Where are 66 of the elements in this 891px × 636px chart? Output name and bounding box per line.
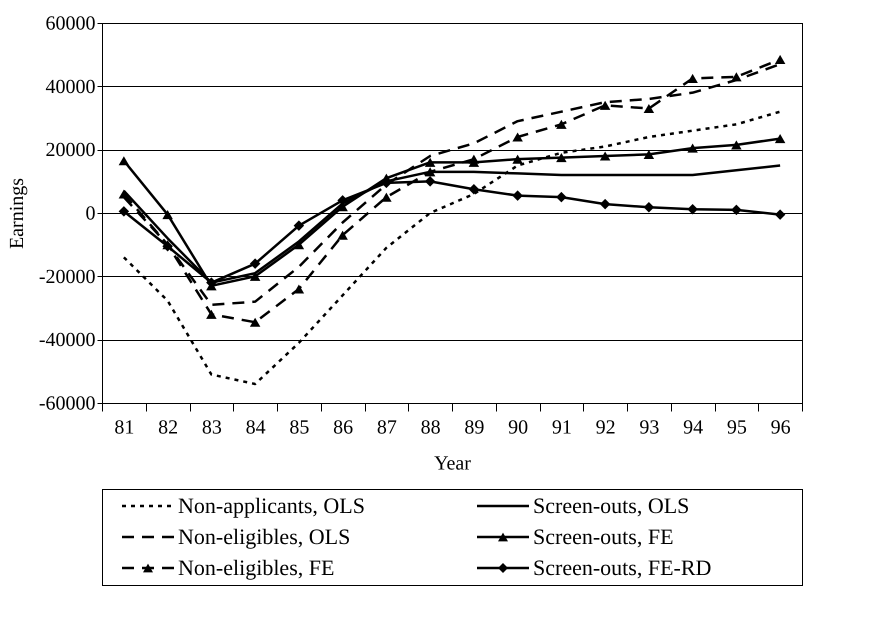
x-tick-label: 86 bbox=[333, 416, 354, 438]
x-tick-label: 89 bbox=[464, 416, 484, 438]
legend-label: Non-applicants, OLS bbox=[178, 493, 365, 518]
legend-label: Non-eligibles, FE bbox=[178, 555, 334, 580]
y-tick-label: 40000 bbox=[46, 76, 96, 98]
x-tick-label: 96 bbox=[770, 416, 791, 438]
point bbox=[337, 195, 348, 206]
legend-label: Screen-outs, FE-RD bbox=[533, 555, 712, 580]
x-tick-label: 82 bbox=[158, 416, 178, 438]
x-tick-label: 92 bbox=[596, 416, 616, 438]
point bbox=[731, 204, 742, 216]
point bbox=[687, 204, 698, 214]
point bbox=[731, 72, 742, 82]
point bbox=[556, 192, 567, 202]
point bbox=[644, 150, 654, 159]
x-tick-label: 93 bbox=[639, 416, 660, 438]
y-tick-label: 60000 bbox=[46, 12, 96, 34]
x-tick-label: 83 bbox=[202, 416, 222, 438]
point bbox=[556, 153, 567, 162]
point bbox=[294, 284, 304, 294]
point bbox=[556, 120, 567, 129]
y-tick-label: -40000 bbox=[38, 329, 96, 352]
point bbox=[774, 54, 786, 64]
x-tick-label: 94 bbox=[683, 416, 704, 438]
legend-label: Screen-outs, OLS bbox=[533, 493, 690, 518]
point bbox=[644, 202, 654, 213]
legend-label: Screen-outs, FE bbox=[533, 524, 674, 549]
point bbox=[424, 158, 436, 167]
point bbox=[294, 220, 304, 231]
y-tick-label: -60000 bbox=[38, 392, 96, 414]
y-tick-label: 0 bbox=[86, 202, 96, 224]
point bbox=[118, 206, 130, 217]
point bbox=[337, 230, 348, 240]
x-tick-label: 87 bbox=[376, 416, 397, 438]
point bbox=[644, 104, 654, 114]
point bbox=[774, 209, 786, 220]
x-tick-label: 91 bbox=[552, 416, 572, 438]
point bbox=[512, 154, 523, 164]
point bbox=[512, 190, 523, 201]
point bbox=[250, 258, 260, 269]
x-tick-label: 81 bbox=[114, 416, 134, 438]
point bbox=[600, 100, 610, 110]
point bbox=[600, 151, 610, 161]
x-axis-title: Year bbox=[434, 452, 472, 474]
point bbox=[162, 210, 173, 220]
y-tick-label: -20000 bbox=[38, 266, 96, 288]
x-tick-label: 95 bbox=[726, 416, 747, 438]
x-tick-label: 90 bbox=[508, 416, 528, 438]
point bbox=[381, 192, 392, 202]
x-tick-label: 84 bbox=[246, 416, 266, 438]
point bbox=[118, 156, 130, 166]
point bbox=[512, 132, 523, 142]
point bbox=[774, 134, 786, 144]
x-tick-label: 88 bbox=[420, 416, 441, 438]
point bbox=[250, 318, 260, 327]
point bbox=[424, 176, 436, 187]
x-tick-label: 85 bbox=[289, 416, 310, 438]
point bbox=[687, 144, 698, 153]
y-axis-title: Earnings bbox=[6, 178, 28, 250]
legend-label: Non-eligibles, OLS bbox=[178, 524, 350, 549]
y-tick-label: 20000 bbox=[46, 139, 96, 162]
point bbox=[468, 184, 480, 194]
point bbox=[600, 198, 610, 210]
point bbox=[731, 140, 742, 150]
point bbox=[206, 310, 217, 319]
point bbox=[687, 74, 698, 83]
